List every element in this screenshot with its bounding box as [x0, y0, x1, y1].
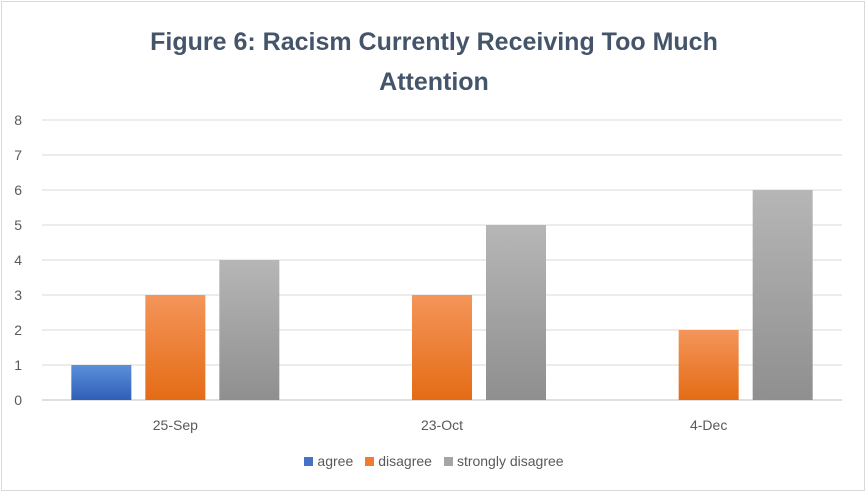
x-tick-label: 4-Dec: [690, 417, 727, 433]
bar-disagree-23-Oct: [412, 295, 472, 400]
chart-title-line-1: Figure 6: Racism Currently Receiving Too…: [150, 28, 718, 56]
legend-label: strongly disagree: [456, 453, 564, 469]
y-tick-label: 0: [14, 392, 22, 408]
y-tick-label: 3: [14, 287, 22, 303]
legend-swatch: [365, 457, 375, 466]
x-axis-ticks: 25-Sep 23-Oct 4-Dec: [153, 417, 728, 433]
bar-agree-25-Sep: [71, 365, 132, 400]
y-tick-label: 4: [14, 252, 22, 268]
bar-strongly-disagree-4-Dec: [752, 190, 813, 400]
chart-title-line-2: Attention: [379, 68, 489, 96]
legend-item-strongly-disagree: strongly disagree: [443, 453, 564, 469]
y-axis-ticks: 0 1 2 3 4 5 6 7 8: [14, 112, 22, 408]
legend-label: disagree: [378, 453, 432, 469]
bar-strongly-disagree-23-Oct: [486, 225, 546, 400]
x-tick-label: 25-Sep: [153, 417, 198, 433]
chart-title: Figure 6: Racism Currently Receiving Too…: [0, 22, 868, 102]
legend-item-disagree: disagree: [365, 453, 432, 469]
bar-strongly-disagree-25-Sep: [219, 260, 280, 400]
y-tick-label: 6: [14, 182, 22, 198]
y-tick-label: 5: [14, 217, 22, 233]
x-tick-label: 23-Oct: [421, 417, 463, 433]
legend: agree disagree strongly disagree: [0, 453, 868, 469]
bar-disagree-4-Dec: [678, 330, 739, 400]
bar-disagree-25-Sep: [145, 295, 206, 400]
y-tick-label: 1: [14, 357, 22, 373]
legend-item-agree: agree: [304, 453, 353, 469]
y-tick-label: 7: [14, 147, 22, 163]
legend-label: agree: [317, 453, 354, 469]
bars: [71, 190, 813, 400]
y-tick-label: 2: [14, 322, 22, 338]
legend-swatch: [304, 457, 314, 466]
legend-swatch: [443, 457, 453, 466]
y-tick-label: 8: [14, 112, 22, 128]
